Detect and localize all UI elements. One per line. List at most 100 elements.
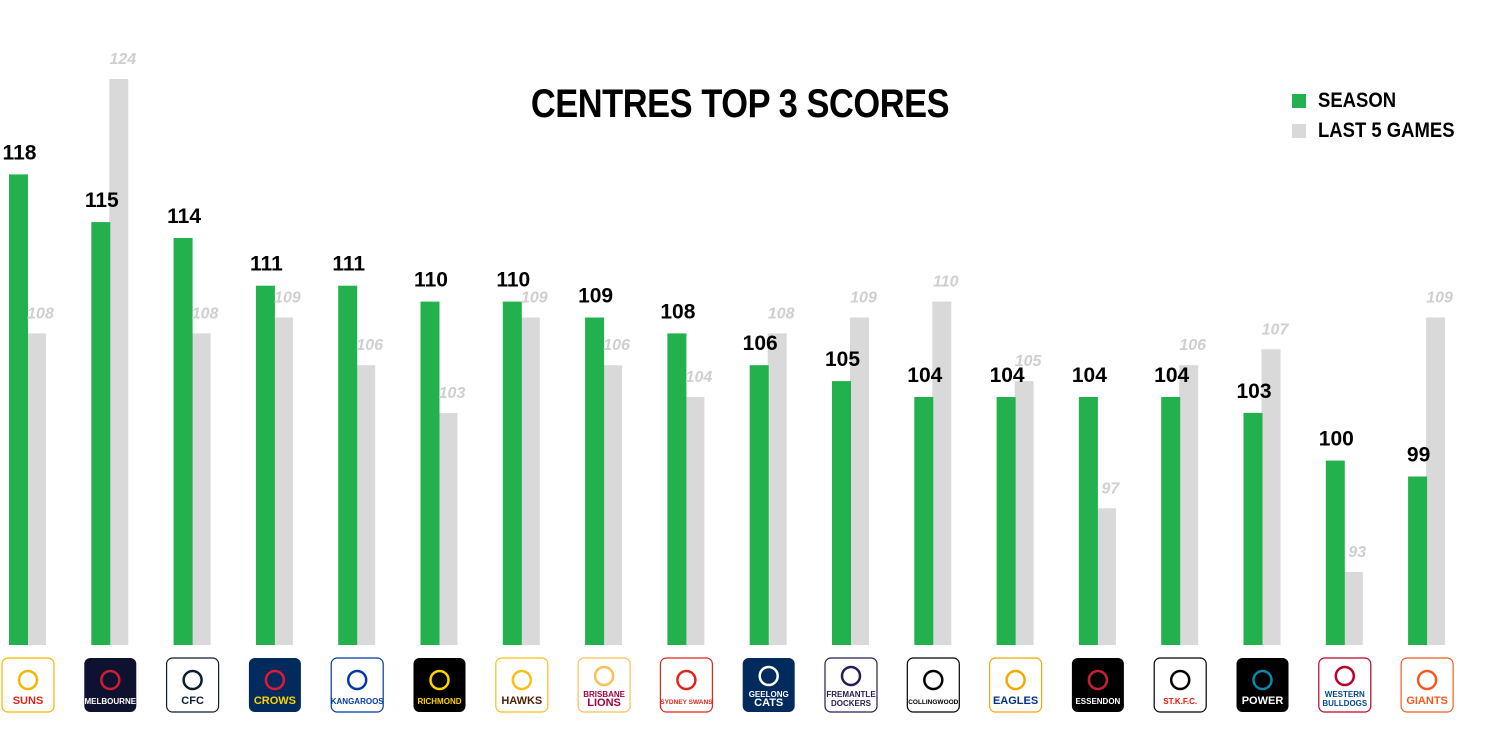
dockers-logo-text: FREMANTLE (826, 690, 876, 699)
legend-swatch-season (1292, 94, 1306, 108)
richmond-logo-badge (413, 658, 466, 712)
west-coast-logo-badge (988, 657, 1043, 713)
data-label-last5-kangaroos: 106 (356, 337, 383, 354)
data-label-last5-power: 107 (1262, 321, 1290, 338)
st-kilda-logo: ST.K.F.C. (1153, 657, 1207, 713)
dockers-logo-emblem (840, 665, 862, 687)
bar-season-power (1243, 412, 1263, 645)
melbourne-logo-badge (84, 658, 137, 712)
cats-logo-text: GEELONG (749, 690, 789, 699)
port-adelaide-logo-badge (1236, 658, 1289, 712)
swans-logo-emblem (676, 669, 697, 691)
bar-season-lions (585, 317, 605, 645)
kangaroos-logo-text: KANGAROOS (331, 697, 385, 706)
bar-season-cats (749, 365, 769, 645)
swans-logo-badge (659, 657, 714, 713)
bar-season-western-bulldogs (1325, 460, 1345, 645)
adelaide-logo-text: CROWS (254, 695, 296, 707)
essendon-logo-text: ESSENDON (1075, 697, 1120, 706)
data-label-season-cats: 106 (743, 332, 778, 355)
data-label-last5-richmond: 103 (439, 385, 466, 402)
data-label-season-west-coast: 104 (990, 364, 1025, 387)
bar-last5-west-coast (1014, 381, 1034, 645)
bar-season-west-coast (996, 397, 1016, 645)
richmond-logo-text: RICHMOND (418, 697, 462, 706)
bar-last5-cats (767, 333, 787, 645)
bar-season-melbourne (91, 222, 111, 645)
essendon-logo: ESSENDON (1071, 658, 1124, 712)
giants-logo-text: GIANTS (1406, 695, 1448, 707)
suns-logo-text: SUNS (13, 695, 44, 707)
essendon-logo-badge (1071, 658, 1124, 712)
kangaroos-logo: KANGAROOS (330, 657, 385, 713)
giants-logo-emblem (1416, 669, 1438, 691)
bar-season-carlton (173, 238, 193, 645)
bar-last5-st-k-f-c (1179, 365, 1199, 645)
data-label-last5-collingwood: 110 (933, 274, 959, 291)
bar-season-collingwood (914, 397, 934, 645)
bar-last5-sydney-swans (685, 397, 705, 645)
data-label-last5-st-k-f-c: 106 (1179, 337, 1206, 354)
swans-logo: SYDNEY SWANS (659, 657, 714, 713)
kangaroos-logo-badge (330, 657, 384, 713)
legend: SEASON LAST 5 GAMES (1292, 86, 1473, 146)
legend-label-season: SEASON (1318, 89, 1397, 112)
west-coast-logo-emblem (1005, 669, 1026, 691)
data-label-last5-sydney-swans: 104 (686, 369, 713, 386)
hawks-logo-badge (495, 657, 549, 713)
data-label-last5-lions: 106 (603, 337, 630, 354)
data-label-last5-giants: 109 (1426, 290, 1453, 307)
bar-season-kangaroos (338, 285, 358, 645)
hawks-logo: HAWKS (495, 657, 549, 713)
giants-logo: GIANTS (1400, 657, 1454, 713)
collingwood-logo-text: COLLINGWOOD (908, 699, 958, 706)
data-label-last5-dockers: 109 (850, 290, 877, 307)
carlton-logo-text: CFC (181, 695, 204, 707)
bar-season-adelaide (255, 285, 275, 645)
data-label-last5-carlton: 108 (192, 305, 219, 322)
hawks-logo-text: HAWKS (501, 695, 542, 707)
data-label-last5-western-bulldogs: 93 (1348, 544, 1366, 561)
data-label-season-hawks: 110 (496, 269, 530, 292)
data-label-last5-west-coast: 105 (1015, 353, 1043, 370)
melbourne-logo: MELBOURNE (84, 658, 137, 712)
bulldogs-logo-emblem (1334, 665, 1356, 687)
bar-last5-suns (27, 333, 46, 645)
st-kilda-logo-emblem (1169, 669, 1191, 691)
bar-last5-melbourne (109, 79, 129, 645)
suns-logo-emblem (17, 669, 39, 691)
melbourne-logo-text: MELBOURNE (85, 697, 137, 706)
bar-last5-lions (603, 365, 623, 645)
collingwood-logo-emblem (923, 669, 944, 691)
bar-season-suns (9, 174, 28, 645)
lions-logo-text: LIONS (587, 697, 621, 709)
bar-last5-carlton (191, 333, 211, 645)
data-label-season-sydney-swans: 108 (660, 300, 695, 323)
data-label-last5-melbourne: 124 (109, 51, 136, 68)
chart-title: CENTRES TOP 3 SCORES (530, 82, 950, 126)
bar-season-richmond (420, 301, 440, 645)
bar-season-dockers (832, 381, 851, 645)
richmond-logo: RICHMOND (413, 658, 466, 712)
data-label-season-dockers: 105 (825, 348, 860, 371)
data-label-season-kangaroos: 111 (332, 253, 365, 276)
st-kilda-logo-text: ST.K.F.C. (1163, 697, 1197, 706)
suns-logo-badge (1, 657, 55, 713)
west-coast-logo: EAGLES (988, 657, 1043, 713)
bar-last5-collingwood (932, 301, 952, 645)
carlton-logo-badge (166, 657, 220, 713)
legend-label-last5: LAST 5 GAMES (1318, 119, 1455, 142)
bulldogs-logo-text: WESTERN (1325, 690, 1365, 699)
data-label-season-collingwood: 104 (907, 364, 942, 387)
adelaide-logo-emblem (264, 669, 286, 691)
essendon-logo-emblem (1087, 669, 1109, 691)
port-adelaide-logo: POWER (1236, 658, 1289, 712)
data-label-season-power: 103 (1236, 380, 1271, 403)
dockers-logo-text: DOCKERS (831, 699, 872, 708)
lions-logo-text: BRISBANE (583, 690, 625, 699)
